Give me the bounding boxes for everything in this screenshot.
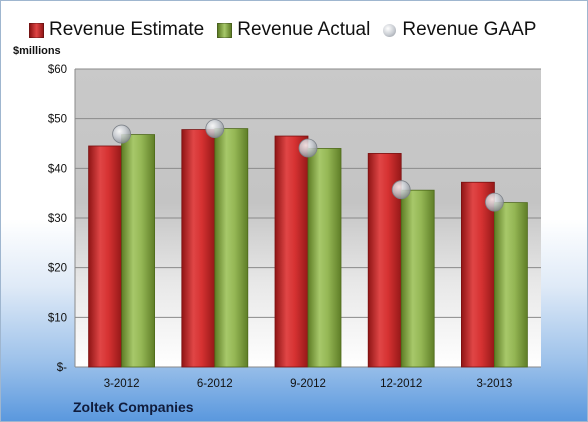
- bar-revenue-actual: [121, 134, 155, 368]
- company-name: Zoltek Companies: [73, 399, 194, 415]
- marker-revenue-gaap: [391, 180, 411, 200]
- legend-item: Revenue GAAP: [383, 19, 536, 41]
- bar-revenue-actual: [214, 128, 249, 368]
- bar-revenue-estimate: [181, 129, 216, 368]
- y-tick-label: $20: [48, 263, 67, 275]
- bar-revenue-estimate: [88, 145, 122, 368]
- x-tick-label: 3-2013: [476, 378, 512, 390]
- y-tick-label: $40: [48, 163, 67, 175]
- bar-revenue-estimate: [460, 181, 495, 368]
- legend: Revenue Estimate Revenue Actual Revenue GA…: [29, 18, 549, 42]
- marker-revenue-gaap: [205, 119, 225, 138]
- y-tick-label: $10: [48, 312, 67, 324]
- bar-revenue-actual: [307, 148, 342, 368]
- bar-revenue-actual: [400, 189, 435, 368]
- legend-item: Revenue Estimate: [29, 19, 204, 41]
- marker-revenue-gaap: [484, 192, 504, 212]
- y-axis-unit-label: $millions: [13, 45, 61, 57]
- legend-label: Revenue GAAP: [402, 19, 537, 40]
- x-tick-label: 6-2012: [197, 378, 233, 390]
- x-tick-label: 3-2012: [104, 378, 140, 390]
- y-tick-label: $30: [48, 213, 67, 225]
- legend-swatch: [217, 22, 233, 38]
- x-tick-label: 9-2012: [290, 378, 326, 390]
- marker-revenue-gaap: [298, 138, 318, 158]
- x-tick-label: 12-2012: [380, 378, 422, 390]
- legend-label: Revenue Actual: [237, 19, 371, 40]
- legend-label: Revenue Estimate: [49, 19, 205, 40]
- bar-revenue-actual: [493, 202, 528, 368]
- marker-revenue-gaap: [112, 124, 131, 144]
- y-tick-label: $60: [48, 64, 67, 76]
- bar-revenue-estimate: [274, 135, 309, 368]
- y-tick-label: $50: [48, 114, 67, 126]
- legend-circle-swatch: [383, 23, 397, 37]
- y-tick-label: $-: [57, 362, 67, 374]
- legend-item: Revenue Actual: [217, 19, 370, 41]
- legend-swatch: [29, 22, 44, 38]
